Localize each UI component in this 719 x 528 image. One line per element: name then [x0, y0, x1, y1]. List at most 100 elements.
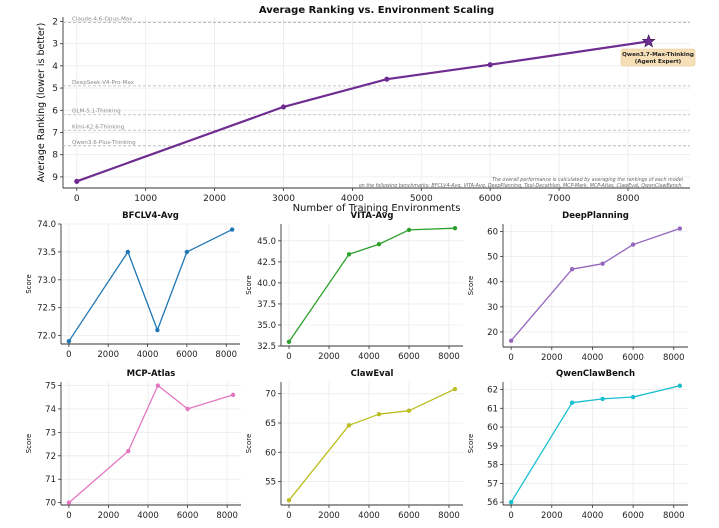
data-point — [376, 241, 382, 247]
x-axis-label: Number of Training Environments — [293, 203, 461, 214]
x-tick-label: 8000 — [215, 350, 237, 360]
highlight-label: Qwen3.7-Max-Thinking — [622, 52, 694, 58]
reference-line-label: DeepSeek-V4-Pro-Max — [72, 80, 135, 86]
footnote-line: The overall performance is calculated by… — [492, 177, 684, 183]
chart-vita: 0 2000 4000 6000 8000 32.5 35.0 37.5 40.0 42.5 45.… — [245, 211, 463, 362]
y-tick-label: 7 — [52, 128, 58, 138]
y-tick-label: 5 — [52, 84, 58, 94]
y-tick-label: 60 — [265, 448, 276, 458]
y-tick-label: 42.5 — [257, 258, 276, 268]
data-point — [280, 104, 287, 110]
data-point — [126, 448, 131, 454]
data-point — [376, 412, 382, 417]
data-point — [346, 423, 352, 428]
data-point — [630, 394, 636, 400]
y-tick-label: 72 — [45, 452, 56, 462]
chart-deepplanning: 0 2000 4000 6000 8000 20 30 40 50 60 DeepPlanning S… — [467, 211, 688, 363]
y-tick-label: 62 — [487, 386, 498, 396]
reference-line-label: Kimi-K2.6-Thinking — [72, 124, 125, 130]
series-line — [510, 227, 681, 342]
data-point — [229, 227, 235, 232]
series-line — [68, 384, 234, 504]
y-tick-label: 20 — [487, 328, 498, 338]
chart-title: MCP-Atlas — [127, 369, 176, 379]
data-point — [630, 242, 636, 247]
x-tick-label: 4000 — [358, 511, 380, 521]
y-axis-label: Score — [467, 434, 475, 454]
x-tick-label: 2000 — [318, 511, 340, 521]
y-tick-label: 72.0 — [37, 332, 56, 342]
chart-title: Average Ranking vs. Environment Scaling — [259, 5, 494, 16]
x-tick-label: 0 — [508, 511, 513, 521]
x-tick-label: 4000 — [582, 353, 604, 363]
y-tick-label: 37.5 — [257, 300, 276, 310]
x-tick-label: 4000 — [341, 194, 364, 204]
data-point — [600, 396, 605, 402]
y-axis-label: Average Ranking (lower is better) — [36, 23, 47, 183]
chart-title: ClawEval — [351, 369, 394, 379]
y-tick-label: 6 — [52, 106, 58, 116]
y-tick-label: 3 — [52, 40, 58, 50]
y-tick-label: 40 — [487, 278, 498, 288]
data-point — [286, 339, 292, 344]
x-tick-label: 4000 — [137, 511, 159, 521]
x-tick-label: 0 — [74, 194, 80, 204]
data-point — [508, 499, 514, 505]
data-point — [230, 392, 236, 398]
chart-mcpatlas: 0 2000 4000 6000 8000 70 71 72 73 74 75 MCP-Atlas Sc… — [25, 369, 241, 521]
x-tick-label: 5000 — [410, 194, 433, 204]
x-tick-label: 8000 — [617, 194, 640, 204]
data-point — [677, 383, 683, 388]
y-tick-label: 4 — [52, 62, 58, 72]
x-tick-label: 4000 — [582, 511, 604, 521]
y-tick-label: 73 — [45, 428, 56, 438]
data-point — [452, 386, 458, 392]
x-tick-label: 3000 — [272, 194, 295, 204]
y-tick-label: 74 — [45, 405, 56, 415]
y-tick-label: 60 — [487, 423, 498, 433]
data-point — [155, 383, 161, 388]
x-tick-label: 6000 — [622, 353, 644, 363]
x-tick-label: 4000 — [358, 352, 380, 362]
y-axis-label: Score — [245, 434, 253, 454]
chart-main: 0 1000 2000 3000 4000 5000 6000 7000 8000 2 3 4 5 6 7 8… — [36, 5, 696, 214]
x-tick-label: 0 — [508, 353, 513, 363]
data-point — [677, 226, 683, 231]
x-tick-label: 0 — [286, 352, 291, 362]
chart-title: QwenClawBench — [556, 369, 635, 379]
y-tick-label: 45.0 — [257, 237, 276, 247]
y-tick-label: 72.5 — [37, 304, 56, 314]
x-tick-label: 1000 — [134, 194, 157, 204]
y-tick-label: 40.0 — [257, 279, 276, 289]
series-line — [76, 40, 649, 183]
y-tick-label: 70 — [45, 499, 56, 509]
x-tick-label: 8000 — [663, 511, 685, 521]
x-tick-label: 6000 — [398, 511, 420, 521]
x-tick-label: 8000 — [663, 353, 685, 363]
x-tick-label: 8000 — [438, 511, 460, 521]
y-tick-label: 35.0 — [257, 321, 276, 331]
y-tick-label: 60 — [487, 228, 498, 238]
data-point — [406, 227, 412, 233]
y-tick-label: 57 — [487, 479, 498, 489]
footnote-line: on the following benchmarks: BFCLV4-Avg,… — [359, 183, 683, 189]
data-point — [487, 62, 493, 68]
series-line — [510, 385, 681, 503]
data-point — [346, 252, 352, 257]
data-point — [155, 327, 160, 333]
y-tick-label: 59 — [487, 442, 498, 452]
y-tick-label: 30 — [487, 303, 498, 313]
data-point — [66, 339, 72, 344]
y-axis-label: Score — [25, 434, 33, 454]
data-point — [74, 178, 80, 184]
data-point — [508, 338, 514, 343]
x-tick-label: 0 — [66, 350, 71, 360]
x-tick-label: 0 — [286, 511, 291, 521]
x-tick-label: 2000 — [541, 353, 563, 363]
y-tick-label: 58 — [487, 461, 498, 471]
chart-title: DeepPlanning — [562, 211, 629, 221]
x-tick-label: 2000 — [203, 194, 226, 204]
x-tick-label: 2000 — [98, 511, 120, 521]
x-tick-label: 6000 — [176, 350, 198, 360]
